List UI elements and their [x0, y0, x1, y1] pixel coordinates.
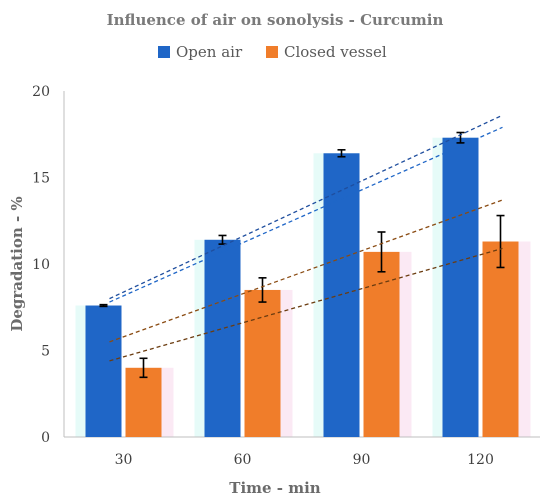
y-tick-label: 10 [32, 257, 50, 273]
bar-closed-vessel [125, 367, 162, 437]
legend: Open air Closed vessel [158, 43, 387, 61]
legend-swatch-closed-vessel [266, 46, 278, 58]
trendline-closed-vessel-b [109, 247, 503, 362]
bar-open-air [85, 305, 122, 437]
bar-open-air [204, 239, 241, 437]
x-tick-label: 60 [234, 452, 252, 468]
legend-swatch-open-air [158, 46, 170, 58]
plot-area: 0 5 10 15 20 30 60 90 120 [32, 84, 540, 468]
x-tick-label: 90 [353, 452, 371, 468]
y-tick-label: 0 [41, 430, 50, 446]
y-axis-label: Degradation - % [8, 196, 26, 331]
chart-title: Influence of air on sonolysis - Curcumin [107, 11, 444, 29]
x-axis-label: Time - min [229, 479, 321, 497]
trendline-open-air-b [109, 126, 503, 303]
x-tick-label: 120 [467, 452, 494, 468]
bar-open-air [442, 137, 479, 437]
x-tick-label: 30 [115, 452, 133, 468]
legend-label-closed-vessel: Closed vessel [284, 43, 387, 61]
y-tick-label: 15 [32, 171, 50, 187]
y-tick-label: 5 [41, 344, 50, 360]
bar-closed-vessel [244, 289, 281, 437]
trendline-open-air-a [109, 114, 503, 300]
bar-closed-vessel [482, 241, 519, 437]
legend-label-open-air: Open air [176, 43, 243, 61]
y-tick-label: 20 [32, 84, 50, 100]
